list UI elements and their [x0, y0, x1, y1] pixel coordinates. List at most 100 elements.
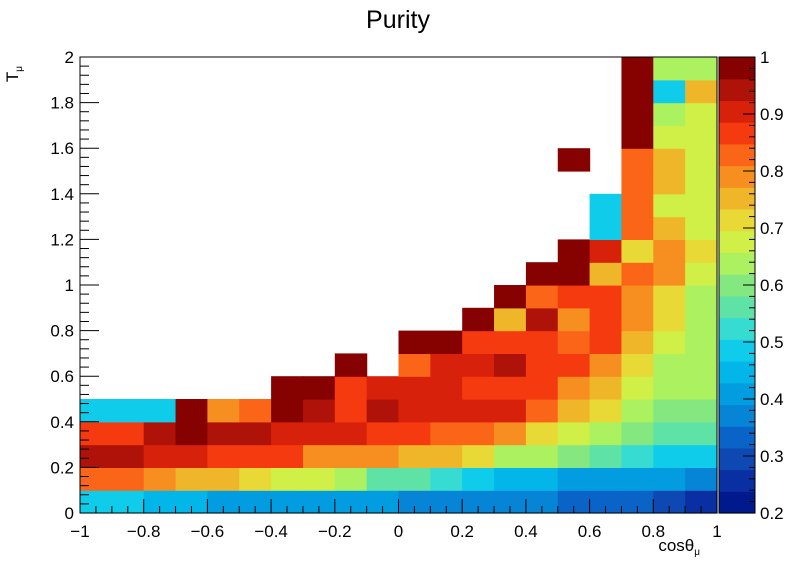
heatmap-cell: [143, 444, 177, 468]
heatmap-cell: [239, 421, 272, 446]
heatmap-cell: [80, 467, 145, 491]
heatmap-cell: [239, 444, 272, 468]
heatmap-cell: [621, 490, 654, 514]
heatmap-cell: [685, 262, 718, 286]
heatmap-cell: [621, 193, 654, 218]
heatmap-cell: [494, 285, 527, 309]
heatmap-cell: [621, 444, 654, 468]
heatmap-cell: [557, 148, 591, 172]
heatmap-cell: [175, 444, 208, 468]
heatmap-cell: [398, 330, 431, 354]
heatmap-cell: [494, 330, 527, 354]
heatmap-cell: [525, 262, 559, 286]
heatmap-cell: [398, 490, 431, 514]
heatmap-cell: [685, 193, 718, 218]
heatmap-cell: [462, 353, 495, 377]
heatmap-cell: [685, 330, 718, 354]
colorbar-tick-labels: 0.2 0.3 0.4 0.5 0.6 0.7 0.8 0.9 1: [760, 48, 784, 523]
y-tick-label: 0.6: [50, 367, 74, 386]
heatmap-cell: [653, 216, 686, 240]
heatmap-cell: [494, 307, 527, 332]
heatmap-cell: [207, 490, 240, 514]
heatmap-cell: [494, 467, 527, 491]
heatmap-cell: [175, 490, 208, 514]
y-tick-label: 2: [65, 48, 74, 67]
heatmap-cell: [525, 490, 559, 514]
heatmap-cell: [685, 102, 718, 126]
heatmap-cell: [621, 216, 654, 240]
heatmap-cell: [334, 399, 368, 423]
colorbar-box: [719, 295, 755, 319]
y-tick-label: 0.8: [50, 322, 74, 341]
x-axis-title-subscript: μ: [694, 547, 700, 558]
heatmap-cell: [494, 421, 527, 446]
x-tick-label: 1: [712, 522, 721, 541]
heatmap-cell: [239, 467, 272, 491]
colorbar-tick-label: 1: [760, 48, 769, 67]
heatmap-cell: [653, 285, 686, 309]
heatmap-cell: [557, 399, 591, 423]
heatmap-cell: [430, 376, 463, 400]
heatmap-cell: [80, 421, 145, 446]
colorbar-box: [719, 209, 755, 232]
heatmap-cell: [398, 467, 431, 491]
y-axis-title: Tμ: [3, 66, 25, 82]
heatmap-cell: [589, 307, 623, 332]
heatmap-cell: [685, 125, 718, 149]
colorbar-box: [719, 274, 755, 297]
heatmap-cell: [398, 353, 431, 377]
heatmap-cell: [207, 399, 240, 423]
heatmap-cell: [557, 330, 591, 354]
heatmap-cell: [430, 330, 463, 354]
heatmap-cell: [621, 262, 654, 286]
x-axis-tick-labels: −1 −0.8 −0.6 −0.4 −0.2 0 0.2 0.4 0.6 0.8 1: [70, 522, 721, 541]
heatmap-cell: [462, 330, 495, 354]
heatmap-cell: [271, 444, 304, 468]
y-axis-title-subscript: μ: [14, 66, 25, 72]
heatmap-cell: [334, 376, 368, 400]
colorbar-box: [719, 447, 755, 471]
heatmap-cell: [589, 285, 623, 309]
heatmap-cell: [143, 467, 177, 491]
colorbar-box: [719, 187, 755, 210]
heatmap-cell: [494, 490, 527, 514]
heatmap-cell: [685, 216, 718, 240]
heatmap-cell: [653, 399, 686, 423]
heatmap-cell: [685, 421, 718, 446]
heatmap-cell: [589, 376, 623, 400]
heatmap-cell: [653, 330, 686, 354]
heatmap-cell: [494, 376, 527, 400]
heatmap-cell: [621, 239, 654, 263]
heatmap-cell: [302, 467, 336, 491]
x-tick-label: 0.2: [450, 522, 474, 541]
heatmap-cell: [271, 376, 304, 400]
heatmap-cell: [462, 399, 495, 423]
y-tick-label: 1: [65, 276, 74, 295]
heatmap-cell: [398, 399, 431, 423]
heatmap-cell: [494, 399, 527, 423]
colorbar-box: [719, 78, 755, 102]
heatmap-cell: [557, 490, 591, 514]
x-tick-label: −0.4: [254, 522, 288, 541]
colorbar-box: [719, 339, 755, 362]
heatmap-cell: [589, 399, 623, 423]
x-tick-label: −0.2: [318, 522, 352, 541]
heatmap-cell: [621, 171, 654, 195]
heatmap-cell: [175, 421, 208, 446]
heatmap-cell: [589, 330, 623, 354]
chart-title: Purity: [366, 6, 430, 34]
heatmap-cell: [557, 353, 591, 377]
heatmap-cell: [653, 307, 686, 332]
heatmap-cell: [557, 421, 591, 446]
heatmap-cell: [589, 262, 623, 286]
heatmap-cell: [685, 148, 718, 172]
heatmap-cell: [685, 79, 718, 104]
heatmap-cell: [207, 444, 240, 468]
heatmap-cell: [462, 307, 495, 332]
heatmap-cell: [621, 399, 654, 423]
heatmap-cell: [589, 239, 623, 263]
heatmap-cell: [653, 376, 686, 400]
y-axis-ticks: [80, 56, 99, 514]
heatmap-cell: [685, 57, 718, 81]
heatmap-cell: [685, 353, 718, 377]
